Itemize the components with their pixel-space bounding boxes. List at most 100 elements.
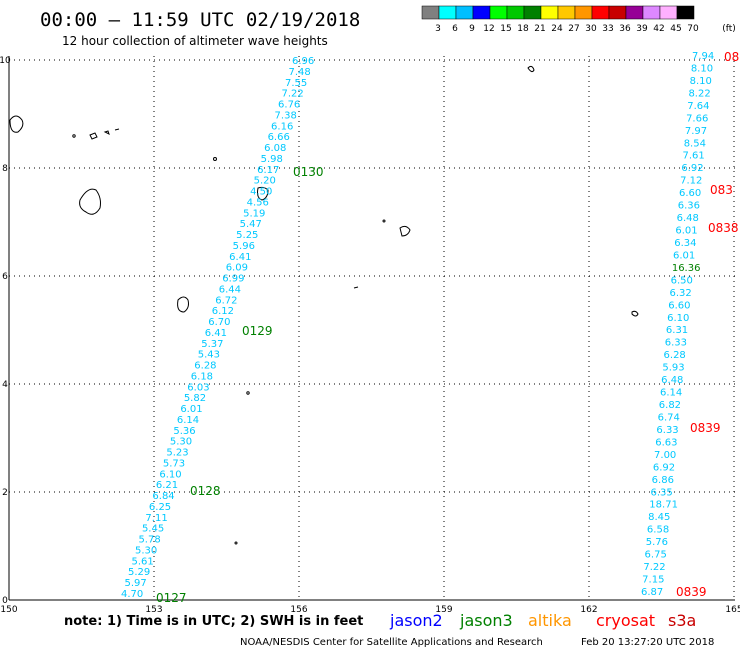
island-east-3 [631,310,639,317]
island-east-1 [399,225,411,237]
track-value: 6.33 [665,338,687,349]
satellite-legend-s3a: s3a [668,611,696,630]
islands [9,65,639,545]
track-value: 6.12 [212,306,234,317]
islet-6 [353,286,359,289]
islet-3 [246,391,250,395]
satellite-legend-altika: altika [528,611,572,630]
track-value: 5.37 [201,339,223,350]
colorbar-label: 24 [551,24,563,34]
longitude-labels: 150 153 156 159 162 165 [0,605,740,615]
track-value: 6.92 [653,462,675,473]
track-value: 5.61 [131,556,153,567]
island-track [257,186,269,201]
x-tick-label: 165 [725,605,740,615]
colorbar-label: 30 [585,24,597,34]
track-value: 6.92 [681,163,703,174]
track-value: 8.22 [688,88,710,99]
colorbar-swatch [659,5,678,20]
map-subtitle: 12 hour collection of altimeter wave hei… [62,34,328,48]
island-west [9,115,24,133]
track-value: 7.11 [145,513,167,524]
island-small-1 [89,128,120,140]
track-value: 7.61 [683,151,705,162]
colorbar-swatch [421,5,440,20]
y-tick-label: 6 [2,272,8,282]
colorbar-swatch [642,5,661,20]
track-value: 6.03 [187,382,209,393]
track-value: 8.45 [648,512,670,523]
track-value: 6.31 [666,325,688,336]
pass-time-label: 0839 [690,421,721,435]
track-value: 6.66 [268,132,290,143]
track-value: 7.55 [285,78,307,89]
pass-time-label: 0128 [190,484,221,498]
y-tick-label: 4 [2,380,8,390]
colorbar-label: 70 [687,24,699,34]
track-value: 6.87 [641,587,663,598]
track-value: 6.01 [180,404,202,415]
track-value: 5.47 [240,219,262,230]
track-value: 8.54 [684,138,706,149]
colorbar-label: 33 [602,24,613,34]
track-value: 6.32 [669,288,691,299]
track-value: 6.74 [658,412,680,423]
track-value: 16.36 [672,263,701,274]
colorbar-swatch [591,5,610,20]
colorbar-label: 36 [619,24,631,34]
dotted-grid [9,56,735,600]
colorbar-swatch [523,5,542,20]
y-tick-label: 8 [2,164,8,174]
track-value: 5.78 [138,535,160,546]
track-value: 6.01 [673,250,695,261]
track-value: 8.10 [690,76,712,87]
colorbar-swatch [455,5,474,20]
track-value: 6.35 [650,487,672,498]
track-value: 5.73 [163,458,185,469]
track-value: 5.19 [243,208,265,219]
y-tick-label: 2 [2,488,8,498]
track-value: 7.12 [680,176,702,187]
track-value: 5.96 [233,241,255,252]
pass-time-label: 083 [710,183,733,197]
track-left-values: 4.705.975.295.615.305.785.457.116.256.84… [121,56,314,600]
map-title: 00:00 – 11:59 UTC 02/19/2018 [40,9,360,31]
islet-4 [234,541,238,545]
x-tick-label: 156 [290,605,307,615]
track-value: 6.44 [219,284,241,295]
track-value: 5.97 [124,578,146,589]
track-value: 5.23 [166,448,188,459]
track-value: 6.36 [678,201,700,212]
track-value: 6.96 [292,56,314,67]
colorbar-swatch [574,5,593,20]
track-value: 6.50 [671,275,693,286]
pass-time-label: 0129 [242,324,273,338]
track-value: 5.30 [170,437,192,448]
track-value: 6.01 [675,226,697,237]
track-value: 5.98 [261,154,283,165]
islet-5 [382,219,386,223]
islet-2 [213,157,217,161]
track-value: 6.17 [257,165,279,176]
track-value: 7.22 [282,89,304,100]
colorbar-label: 9 [469,24,475,34]
track-value: 6.41 [229,252,251,263]
colorbar-swatch [540,5,559,20]
pass-time-label: 0839 [676,585,707,599]
track-value: 6.58 [647,525,669,536]
colorbar-label: 42 [653,24,664,34]
track-value: 6.28 [194,361,216,372]
x-tick-label: 159 [435,605,452,615]
track-value: 5.82 [184,393,206,404]
island-east-2 [527,65,535,73]
colorbar-unit: (ft) [722,24,736,34]
track-value: 5.43 [198,350,220,361]
track-value: 6.08 [264,143,286,154]
track-value: 6.09 [226,263,248,274]
pass-time-labels: 0127 0128 0129 0130 0839 0839 0838 083 08 [156,50,739,605]
colorbar-label: 45 [670,24,681,34]
track-value: 6.10 [159,469,181,480]
track-value: 6.21 [156,480,178,491]
track-value: 6.72 [215,295,237,306]
